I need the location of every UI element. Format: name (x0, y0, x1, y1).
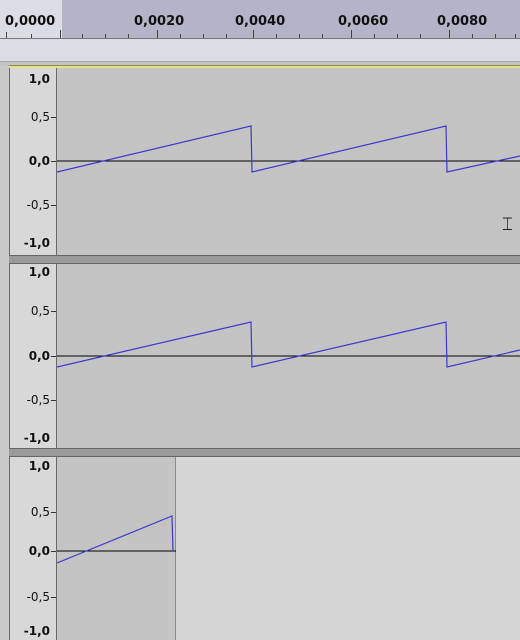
waveform-area[interactable] (57, 68, 520, 255)
waveform (57, 125, 520, 173)
track-gap (0, 62, 520, 65)
sawtooth-waveform (57, 515, 174, 564)
ruler-tick (82, 34, 83, 38)
scale-label-upper-half: 0,5 (30, 505, 50, 519)
ruler-tick (226, 34, 227, 38)
ibeam-cursor-icon: ⌶ (502, 214, 513, 235)
scale-label-bottom: -1,0 (23, 431, 50, 445)
scale-label-bottom: -1,0 (23, 236, 50, 250)
scale-tick (51, 311, 56, 312)
empty-track-area[interactable] (176, 457, 520, 640)
ruler-label-0: 0,0000 (5, 14, 56, 29)
vertical-ruler: 1,0 0,5 0,0 -0,5 -1,0 (9, 68, 57, 255)
timeline-band[interactable] (0, 39, 520, 62)
ruler-tick (276, 34, 277, 38)
ruler-label-4: 0,0080 (437, 14, 488, 29)
waveform (57, 515, 176, 564)
scale-label-top: 1,0 (28, 459, 50, 473)
ruler-tick (6, 32, 7, 38)
ruler-baseline (0, 38, 520, 39)
ruler-label-1: 0,0020 (134, 14, 185, 29)
scale-label-top: 1,0 (28, 72, 50, 86)
scale-label-zero: 0,0 (28, 154, 50, 168)
ruler-tick (60, 30, 61, 38)
ruler-tick (299, 34, 300, 38)
ruler-tick (180, 34, 181, 38)
ruler-tick (420, 34, 421, 38)
ruler-label-3: 0,0060 (338, 14, 389, 29)
scale-label-lower-half: -0,5 (26, 198, 50, 212)
ruler-tick (157, 30, 158, 38)
scale-tick (51, 551, 56, 552)
scale-tick (51, 356, 56, 357)
ruler-tick (128, 34, 129, 38)
vertical-ruler: 1,0 0,5 0,0 -0,5 -1,0 (9, 457, 57, 640)
scale-tick (51, 400, 56, 401)
ruler-tick (495, 34, 496, 38)
scale-tick (51, 117, 56, 118)
scale-label-upper-half: 0,5 (30, 110, 50, 124)
channel-separator[interactable] (9, 255, 520, 264)
ruler-tick (374, 34, 375, 38)
ruler-tick (449, 30, 450, 38)
scale-tick (51, 161, 56, 162)
track-border (0, 65, 9, 255)
scale-label-top: 1,0 (28, 265, 50, 279)
track-border (0, 264, 9, 450)
scale-label-lower-half: -0,5 (26, 393, 50, 407)
scale-label-zero: 0,0 (28, 544, 50, 558)
track-border (0, 457, 9, 640)
scale-label-lower-half: -0,5 (26, 590, 50, 604)
ruler-tick (397, 34, 398, 38)
waveform-area[interactable] (57, 264, 520, 450)
ruler-tick (351, 30, 352, 38)
scale-tick (51, 512, 56, 513)
sawtooth-waveform (57, 321, 520, 368)
timeline-ruler[interactable]: 0,0000 0,0020 0,0040 0,0060 0,0080 (0, 0, 520, 39)
scale-label-upper-half: 0,5 (30, 304, 50, 318)
scale-label-bottom: -1,0 (23, 624, 50, 638)
scale-tick (51, 597, 56, 598)
ruler-tick (322, 34, 323, 38)
ruler-label-2: 0,0040 (235, 14, 286, 29)
waveform (57, 321, 520, 368)
scale-label-zero: 0,0 (28, 349, 50, 363)
ruler-left-area (0, 0, 62, 38)
ruler-tick (515, 34, 516, 38)
sawtooth-waveform (57, 125, 520, 173)
ruler-range-shade (62, 0, 520, 38)
ruler-tick (472, 34, 473, 38)
track-separator[interactable] (9, 448, 520, 457)
track-selection-edge (9, 65, 520, 68)
ruler-tick (203, 34, 204, 38)
ruler-tick (31, 34, 32, 38)
vertical-ruler: 1,0 0,5 0,0 -0,5 -1,0 (9, 264, 57, 450)
scale-tick (51, 205, 56, 206)
clip-waveform-area[interactable] (57, 457, 176, 640)
ruler-tick (105, 34, 106, 38)
ruler-tick (253, 30, 254, 38)
